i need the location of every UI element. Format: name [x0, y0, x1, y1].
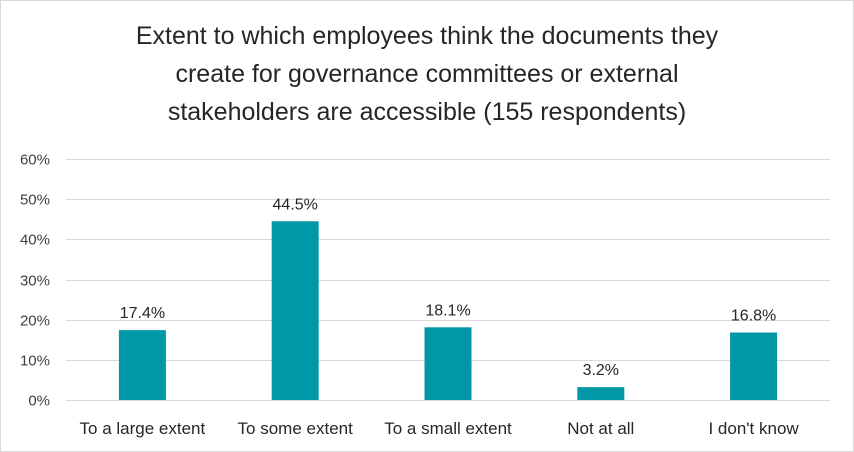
- bar: [730, 332, 778, 400]
- data-label: 18.1%: [425, 302, 470, 319]
- y-tick-label: 50%: [20, 192, 50, 209]
- y-tick-label: 10%: [20, 353, 50, 370]
- y-tick-label: 30%: [20, 273, 50, 290]
- data-label: 16.8%: [731, 308, 776, 325]
- y-tick-label: 60%: [20, 152, 50, 169]
- chart-title-line-2: create for governance committees or exte…: [175, 60, 679, 88]
- y-tick-label: 20%: [20, 313, 50, 330]
- data-label: 3.2%: [583, 362, 619, 379]
- bar: [577, 387, 625, 400]
- chart-title: Extent to which employees think the docu…: [41, 17, 813, 131]
- y-tick-label: 0%: [28, 393, 50, 410]
- bar: [118, 330, 166, 400]
- data-label: 17.4%: [120, 305, 165, 322]
- x-category-label: Not at all: [567, 419, 634, 438]
- bar: [271, 221, 319, 400]
- x-category-label: To a small extent: [384, 419, 512, 438]
- bar: [424, 327, 472, 400]
- chart-title-line-3: stakeholders are accessible (155 respond…: [167, 98, 687, 126]
- chart-title-line-1: Extent to which employees think the docu…: [135, 22, 719, 50]
- y-tick-label: 40%: [20, 232, 50, 249]
- x-category-label: To some extent: [238, 419, 354, 438]
- x-category-label: To a large extent: [80, 419, 206, 438]
- data-label: 44.5%: [273, 196, 318, 213]
- x-category-label: I don't know: [708, 419, 799, 438]
